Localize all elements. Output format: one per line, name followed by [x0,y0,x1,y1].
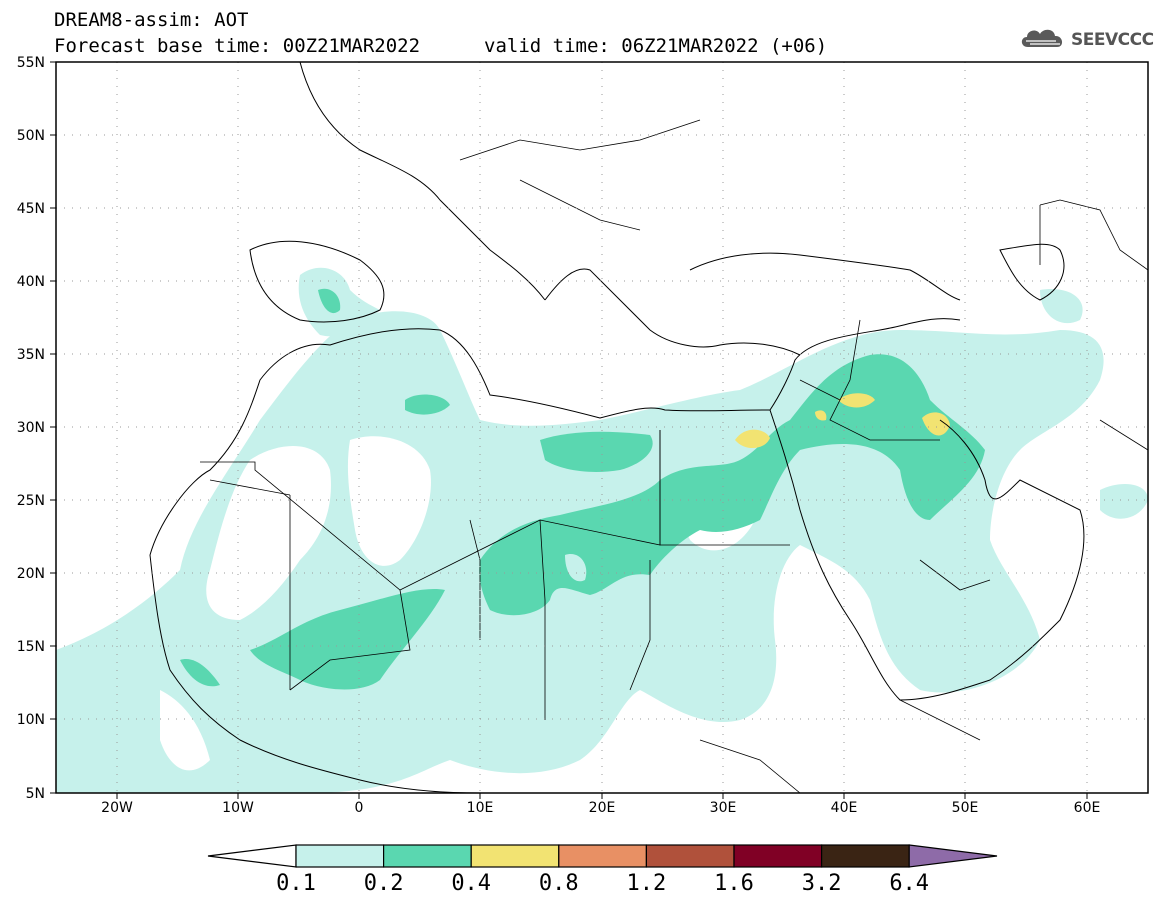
aot-core-algeria [405,394,450,415]
valid-time: valid time: 06Z21MAR2022 (+06) [484,35,828,57]
colorbar-label: 6.4 [889,871,930,896]
lon-label: 30E [710,800,737,816]
lon-label: 10W [222,800,254,816]
seevccc-logo: SEEVCCC [1018,25,1154,55]
logo-text: SEEVCCC [1071,30,1154,50]
lat-label: 5N [26,786,45,802]
forecast-base-time: Forecast base time: 00Z21MAR2022 [54,35,421,57]
aot-field [56,267,1148,793]
lat-label: 50N [17,128,45,144]
lat-label: 40N [17,274,45,290]
map-title: DREAM8-assim: AOT [54,9,249,31]
political-borders [200,119,1148,793]
lat-label: 20N [17,566,45,582]
aot-peak-syria [838,393,875,408]
aot-core-central-sahara [479,354,985,616]
lat-label: 45N [17,201,45,217]
colorbar-label: 0.2 [363,871,404,896]
aot-core-senegal [180,659,220,687]
colorbar-label: 1.6 [714,871,754,896]
colorbar-segment [295,844,385,868]
aot-region-iran-east [1100,484,1148,519]
colorbar-segment [733,844,823,868]
colorbar-segment [645,844,735,868]
colorbar-label: 0.1 [276,871,316,896]
lat-label: 55N [17,55,45,71]
lat-label: 10N [17,712,45,728]
aot-peak-iraq-small [815,410,827,421]
lon-label: 40E [831,800,858,816]
cloud-icon [1018,25,1068,55]
lat-label: 35N [17,347,45,363]
colorbar-segment [820,844,910,868]
colorbar-over-triangle [908,844,998,868]
colorbar-label: 0.4 [451,871,492,896]
coastlines [149,62,1085,793]
lon-label: 20W [101,800,133,816]
lat-label: 15N [17,639,45,655]
lon-label: 50E [952,800,979,816]
aot-core-libya [540,431,653,472]
lat-label: 25N [17,493,45,509]
colorbar-label: 1.2 [626,871,667,896]
aot-peak-iraq [922,412,950,436]
colorbar [207,844,998,868]
colorbar-segment [383,844,472,868]
lat-label: 30N [17,420,45,436]
colorbar-label: 0.8 [538,871,579,896]
aot-core-sahel [250,589,445,690]
colorbar-segment [558,844,647,868]
colorbar-under-triangle [207,844,297,868]
lon-label: 10E [467,800,494,816]
aot-core-iberia [318,288,341,314]
colorbar-label: 3.2 [801,871,842,896]
aot-peak-sinai [735,429,770,449]
colorbar-segment [470,844,560,868]
aot-region-caspian [1040,289,1083,324]
lon-label: 20E [589,800,616,816]
lon-label: 0 [355,800,364,816]
lon-label: 60E [1074,800,1101,816]
